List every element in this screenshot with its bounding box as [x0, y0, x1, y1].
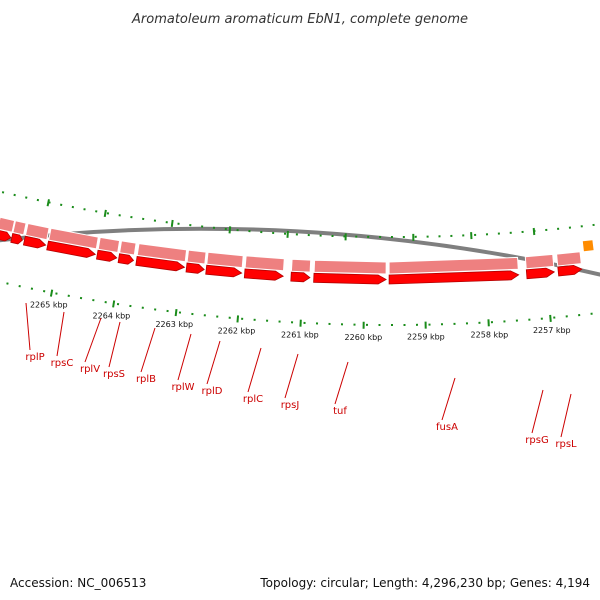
inner-tick-major	[46, 199, 50, 207]
kbp-label: 2260 kbp	[345, 333, 383, 342]
gene-label-track: rplP rpsC rplV rpsS rplB rplW rplD rplC rpsJ tuf f…	[25, 302, 577, 450]
kbp-label: 2262 kbp	[218, 326, 256, 335]
gene-arrow	[0, 230, 12, 242]
gene-shadow	[244, 255, 285, 272]
gene-label-rplV: rplV	[80, 364, 100, 375]
gene-shadow	[0, 216, 16, 233]
gene-arrow	[388, 270, 520, 285]
gene-shadow	[48, 227, 99, 250]
gene-shadow	[388, 256, 519, 275]
gene-arrow	[185, 262, 205, 274]
gene-arrow-track	[0, 230, 594, 285]
kbp-label: 2265 kbp	[30, 300, 68, 309]
gene-arrow	[525, 267, 556, 280]
gene-arrow	[557, 264, 583, 277]
inner-tick-major	[103, 209, 107, 218]
gene-leader-line	[441, 377, 456, 421]
gene-label-rpsC: rpsC	[51, 358, 74, 369]
gene-arrow	[22, 235, 47, 249]
inner-tick-major	[228, 226, 232, 234]
kbp-label: 2259 kbp	[407, 333, 445, 342]
gene-label-rpsS: rpsS	[103, 369, 125, 380]
gene-shadow	[290, 258, 312, 273]
gene-shadow	[524, 253, 555, 270]
inner-tick-track	[1, 191, 595, 241]
gene-leader-line	[108, 321, 121, 368]
gene-shadow	[12, 220, 27, 236]
kbp-label: 2261 kbp	[281, 331, 319, 340]
gene-shadow	[97, 236, 121, 254]
gene-arrow	[290, 271, 311, 283]
gene-arrow	[205, 264, 243, 278]
inner-tick-major	[170, 219, 174, 228]
gene-arrow	[243, 268, 285, 281]
gene-shadow	[186, 249, 207, 265]
gene-arrow	[10, 233, 23, 245]
gene-shadow	[119, 240, 137, 256]
gene-label-rpsL: rpsL	[555, 439, 577, 450]
inner-tick-major	[532, 227, 536, 236]
outer-tick-major	[549, 314, 552, 322]
kbp-label: 2257 kbp	[533, 326, 571, 335]
gene-leader-line	[56, 311, 65, 357]
gene-shadow	[136, 243, 188, 263]
gene-leader-line	[247, 347, 262, 393]
gene-arrow	[96, 249, 118, 262]
kbp-scale-labels: 2265 kbp 2264 kbp 2263 kbp 2262 kbp 2261 kbp…	[30, 300, 571, 341]
gene-shadow	[313, 259, 387, 275]
gene-leader-line	[25, 302, 31, 351]
genome-summary-text: Topology: circular; Length: 4,296,230 bp…	[260, 576, 590, 590]
outer-tick-major	[236, 315, 240, 323]
gene-shadow-track	[0, 216, 582, 275]
gene-arrow	[135, 255, 186, 272]
gene-leader-line	[531, 389, 544, 434]
gene-arrow	[46, 240, 97, 258]
gene-label-tuf: tuf	[333, 406, 347, 417]
outer-tick-major	[49, 289, 54, 297]
outer-tick-major	[112, 300, 116, 308]
gene-label-rplP: rplP	[25, 352, 44, 363]
gene-shadow	[24, 222, 50, 241]
kbp-label: 2258 kbp	[471, 330, 509, 339]
kbp-label: 2264 kbp	[93, 311, 131, 320]
outer-tick-track	[6, 282, 593, 329]
gene-arrow	[313, 272, 387, 285]
gene-leader-line	[84, 317, 102, 363]
gene-leader-line	[334, 361, 349, 405]
gene-label-rplD: rplD	[202, 386, 223, 397]
gene-arrow	[117, 253, 135, 265]
kbp-label: 2263 kbp	[155, 320, 193, 329]
gene-label-fusA: fusA	[436, 422, 458, 433]
gene-leader-line	[140, 327, 156, 373]
accession-text: Accession: NC_006513	[10, 576, 147, 590]
gene-shadow	[206, 251, 244, 269]
gene-label-rpsG: rpsG	[525, 435, 548, 446]
gene-arrow-orange	[582, 240, 594, 252]
gene-label-rplW: rplW	[171, 382, 194, 393]
gene-shadow	[556, 251, 582, 267]
gene-leader-line	[206, 340, 221, 385]
gene-leader-line	[284, 353, 299, 399]
genome-title: Aromatoleum aromaticum EbN1, complete ge…	[131, 12, 468, 27]
gene-leader-line	[177, 333, 192, 381]
gene-leader-line	[560, 393, 572, 438]
gene-label-rplB: rplB	[136, 374, 156, 385]
gene-label-rplC: rplC	[243, 394, 263, 405]
gene-label-rpsJ: rpsJ	[281, 400, 300, 411]
outer-tick-major	[174, 308, 178, 317]
